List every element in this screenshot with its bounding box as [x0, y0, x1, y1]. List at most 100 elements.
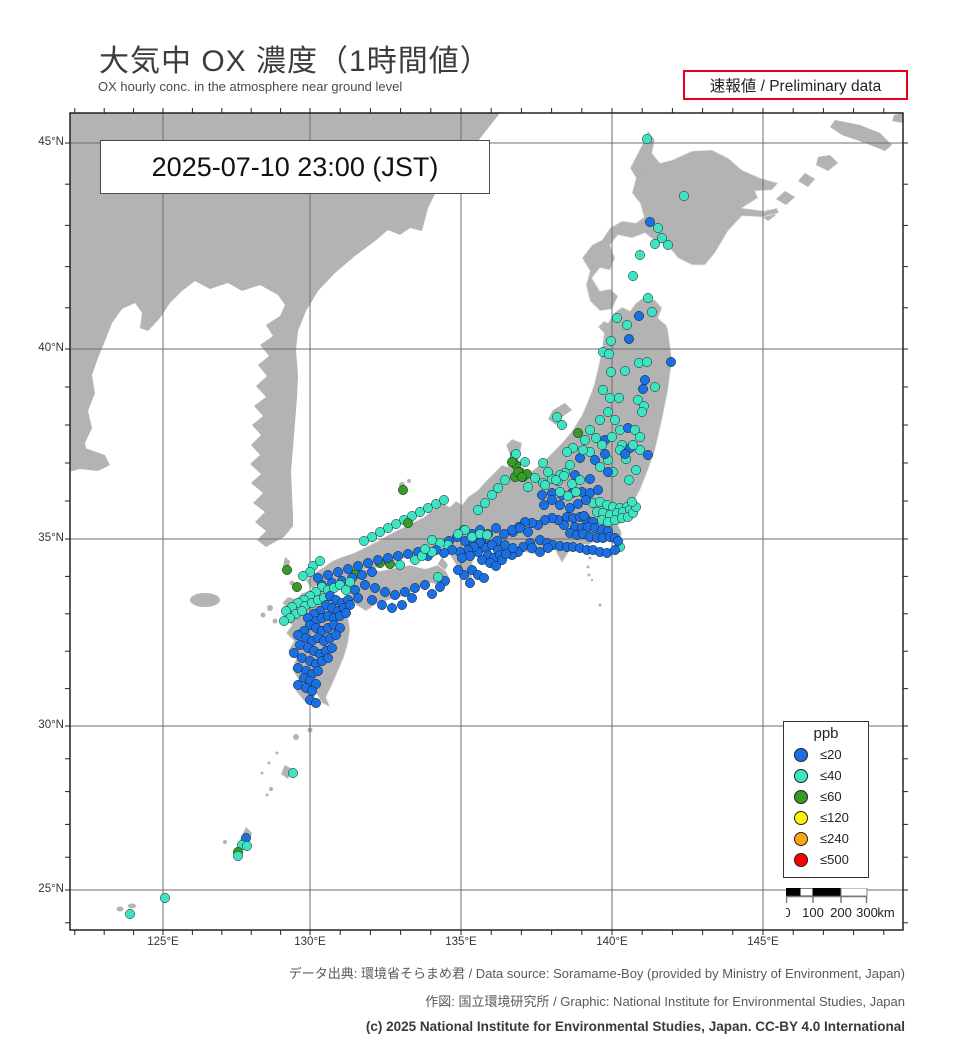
station-dot [628, 271, 638, 281]
legend-item: ≤500 [784, 849, 868, 870]
station-dot [622, 320, 632, 330]
station-dot [292, 582, 302, 592]
station-dot [511, 449, 521, 459]
station-dot [527, 543, 537, 553]
station-dot [606, 336, 616, 346]
station-dot [288, 768, 298, 778]
station-dot [538, 458, 548, 468]
station-dot [595, 415, 605, 425]
legend-color-dot [794, 810, 808, 825]
station-dot [552, 412, 562, 422]
station-dot [307, 686, 317, 696]
station-dot [630, 425, 640, 435]
station-dot [360, 580, 370, 590]
station-dot [551, 475, 561, 485]
station-dot [595, 462, 605, 472]
station-dot [341, 608, 351, 618]
station-dot [367, 532, 377, 542]
page-title: 大気中 OX 濃度（1時間値） [99, 45, 491, 78]
station-dot [427, 535, 437, 545]
map-frame [69, 112, 904, 931]
station-dot [535, 547, 545, 557]
station-dot [635, 432, 645, 442]
station-dot [353, 561, 363, 571]
station-dot [607, 432, 617, 442]
data-points [125, 134, 689, 919]
legend-color-dot [794, 747, 808, 762]
station-dot [420, 544, 430, 554]
station-dot [657, 233, 667, 243]
station-dot [593, 485, 603, 495]
station-dot [517, 472, 527, 482]
legend-item-label: ≤40 [820, 768, 842, 783]
station-dot [357, 570, 367, 580]
lat-label: 25°N [38, 883, 64, 895]
station-dot [499, 529, 509, 539]
scale-bar-graphic: 0 100 200 300 km [783, 887, 895, 920]
station-dot [390, 590, 400, 600]
legend-item: ≤40 [784, 765, 868, 786]
station-dot [540, 515, 550, 525]
station-dot [297, 606, 307, 616]
station-dot [638, 384, 648, 394]
station-dot [555, 487, 565, 497]
station-dot [403, 518, 413, 528]
station-dot [580, 435, 590, 445]
station-dot [663, 240, 673, 250]
station-dot [359, 536, 369, 546]
preliminary-data-label: 速報値 / Preliminary data [709, 78, 882, 95]
station-dot [331, 630, 341, 640]
station-dot [370, 583, 380, 593]
station-dot [345, 577, 355, 587]
footer-graphic-credit: 作図: 国立環境研究所 / Graphic: National Institut… [425, 994, 905, 1009]
station-dot [353, 593, 363, 603]
station-dot [333, 567, 343, 577]
station-dot [605, 393, 615, 403]
station-dot [289, 648, 299, 658]
legend-color-dot [794, 852, 808, 867]
station-dot [407, 593, 417, 603]
lat-label: 45°N [38, 136, 64, 148]
station-dot [523, 527, 533, 537]
station-dot [603, 467, 613, 477]
scale-bar-labels: 0 100 200 300 km [783, 905, 894, 920]
station-dot [403, 549, 413, 559]
station-dot [645, 217, 655, 227]
station-dot [562, 447, 572, 457]
scale-bar-tick-label: 300 [856, 905, 878, 920]
station-dot [383, 523, 393, 533]
station-dot [543, 467, 553, 477]
legend-color-dot [794, 789, 808, 804]
station-dot [571, 487, 581, 497]
legend-color-dot [794, 831, 808, 846]
station-dot [491, 523, 501, 533]
station-dot [375, 527, 385, 537]
legend-item-label: ≤500 [820, 852, 849, 867]
station-dot [635, 250, 645, 260]
legend-item: ≤20 [784, 744, 868, 765]
station-dot [398, 485, 408, 495]
scale-bar-tick-label: 100 [802, 905, 824, 920]
station-dot [523, 482, 533, 492]
legend-color-dot [794, 768, 808, 783]
station-dot [480, 498, 490, 508]
station-dot [530, 473, 540, 483]
footer-copyright: (c) 2025 National Institute for Environm… [365, 1019, 905, 1034]
legend-item-label: ≤20 [820, 747, 842, 762]
station-dot [491, 561, 501, 571]
station-dot [515, 523, 525, 533]
station-dot [540, 480, 550, 490]
footer-data-source: データ出典: 環境省そらまめ君 / Data source: Soramame-… [288, 966, 905, 981]
station-dot [547, 495, 557, 505]
station-dot [634, 311, 644, 321]
station-dot [598, 385, 608, 395]
station-dot [493, 483, 503, 493]
station-dot [431, 499, 441, 509]
japan-map [65, 108, 908, 935]
station-dot [393, 551, 403, 561]
station-dot [453, 529, 463, 539]
station-dot [578, 445, 588, 455]
station-dot [537, 490, 547, 500]
station-dot [581, 495, 591, 505]
station-dot [573, 428, 583, 438]
